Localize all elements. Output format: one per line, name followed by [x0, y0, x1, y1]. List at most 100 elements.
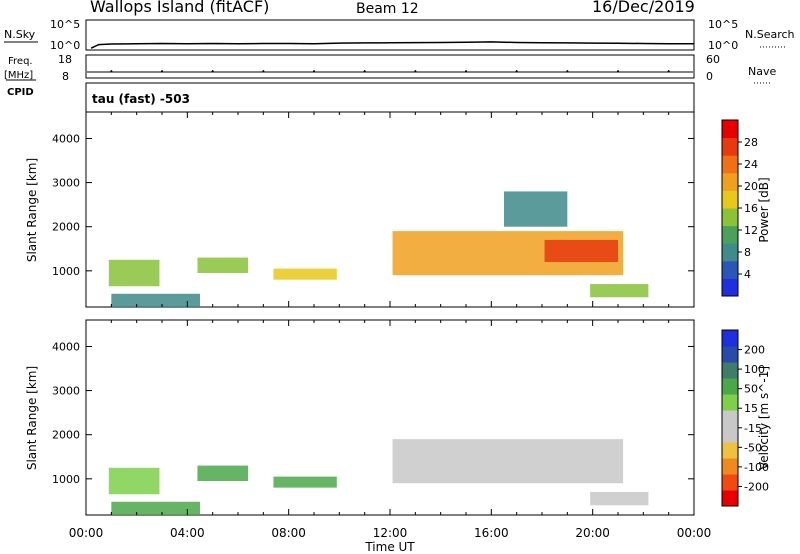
colorbar-tick-label: 16: [744, 202, 758, 215]
nave-point: [363, 70, 366, 73]
y-tick-label: 1000: [52, 265, 80, 278]
colorbar-swatch: [722, 137, 738, 156]
colorbar-swatch: [722, 490, 738, 507]
colorbar-tick-label: 4: [744, 268, 751, 281]
nave-point: [617, 70, 619, 73]
nave-label: Nave: [748, 65, 776, 78]
nsky-tick-bottom: 10^0: [50, 39, 80, 52]
colorbar-tick-label: -100: [744, 461, 769, 474]
colorbar-swatch: [722, 260, 738, 279]
nave-point: [262, 70, 265, 73]
y-tick-label: 3000: [52, 385, 80, 398]
y-tick-label: 2000: [52, 429, 80, 442]
colorbar-swatch: [722, 330, 738, 347]
y-tick-label: 2000: [52, 221, 80, 234]
nsearch-tick-bottom: 10^0: [708, 39, 738, 52]
colorbar-tick-label: 12: [744, 224, 758, 237]
colorbar-tick-label: 20: [744, 180, 758, 193]
date-title: 16/Dec/2019: [592, 0, 695, 16]
echo-region: [544, 239, 618, 262]
colorbar-swatch: [722, 278, 738, 297]
colorbar-tick-label: 50: [744, 383, 758, 396]
x-tick-label: 16:00: [474, 526, 509, 540]
colorbar-tick-label: 15: [744, 402, 758, 415]
colorbar-swatch: [722, 458, 738, 475]
echo-region: [108, 259, 160, 287]
x-tick-label: 08:00: [271, 526, 306, 540]
colorbar-swatch: [722, 346, 738, 363]
x-tick-label: 04:00: [170, 526, 205, 540]
y-tick-label: 1000: [52, 473, 80, 486]
power-data: [108, 191, 649, 307]
nave-point: [110, 70, 113, 73]
colorbar-tick-label: 100: [744, 363, 765, 376]
power-ylabel: Slant Range [km]: [25, 158, 39, 262]
nave-point: [515, 70, 518, 73]
echo-region: [111, 293, 200, 307]
x-axis-label: Time UT: [364, 540, 415, 554]
nave-series: [110, 70, 670, 73]
velocity-panel-frame: [85, 319, 695, 516]
x-tick-label: 12:00: [373, 526, 408, 540]
velocity-data: [108, 439, 649, 515]
nave-point: [566, 70, 569, 73]
power-colorbar: 4 8 12 16 20 24 28: [721, 119, 758, 297]
echo-region: [197, 465, 249, 482]
colorbar-swatch: [722, 172, 738, 191]
freq-tick-bottom: 8: [62, 70, 69, 83]
echo-region: [392, 439, 624, 484]
nave-point: [313, 70, 315, 73]
nsky-series: [90, 41, 694, 49]
station-title: Wallops Island (fitACF): [90, 0, 269, 16]
colorbar-tick-label: 8: [744, 246, 751, 259]
y-tick-label: 4000: [52, 132, 80, 145]
colorbar-swatch: [722, 225, 738, 244]
nave-point: [667, 70, 670, 73]
x-tick-label: 20:00: [575, 526, 610, 540]
nave-point: [465, 70, 467, 73]
colorbar-swatch: [722, 426, 738, 443]
colorbar-swatch: [722, 474, 738, 491]
cpid-label: CPID: [7, 87, 34, 98]
nsky-label: N.Sky: [4, 28, 36, 41]
colorbar-swatch: [722, 208, 738, 227]
power-axes: 1000 2000 3000 4000: [52, 112, 695, 307]
nave-point: [161, 70, 163, 73]
y-tick-label: 4000: [52, 340, 80, 353]
velocity-ylabel: Slant Range [km]: [25, 366, 39, 470]
x-tick-label: 00:00: [69, 526, 104, 540]
colorbar-swatch: [722, 378, 738, 395]
colorbar-swatch: [722, 243, 738, 262]
echo-region: [273, 268, 337, 280]
power-panel-frame: [85, 111, 695, 308]
echo-region: [273, 476, 337, 488]
colorbar-swatch: [722, 155, 738, 174]
nsearch-label: N.Search: [745, 28, 795, 41]
beam-title: Beam 12: [356, 1, 419, 17]
nsky-panel: [85, 19, 695, 51]
y-tick-label: 3000: [52, 177, 80, 190]
colorbar-tick-label: 200: [744, 344, 765, 357]
echo-region: [504, 191, 568, 227]
colorbar-swatch: [722, 120, 738, 139]
cpid-value: tau (fast) -503: [92, 92, 190, 106]
x-tick-label: 00:00: [677, 526, 712, 540]
velocity-axes: 1000 2000 3000 4000: [52, 320, 695, 515]
freq-panel: [85, 54, 695, 79]
colorbar-tick-label: -15: [744, 422, 762, 435]
nave-point: [211, 70, 214, 73]
colorbar-swatch: [722, 394, 738, 411]
freq-tick-top: 18: [58, 53, 72, 66]
freq-label: Freq.: [8, 56, 33, 67]
colorbar-swatch: [722, 410, 738, 427]
nave-tick-bottom: 0: [706, 70, 713, 83]
colorbar-tick-label: -200: [744, 480, 769, 493]
nsky-tick-top: 10^5: [50, 18, 80, 31]
echo-region: [590, 284, 649, 298]
velocity-colorbar: -200 -100 -50 -15 15 50 100 200: [721, 329, 769, 507]
colorbar-tick-label: 24: [744, 158, 758, 171]
nsearch-tick-top: 10^5: [708, 18, 738, 31]
colorbar-tick-label: 28: [744, 136, 758, 149]
nave-point: [414, 70, 417, 73]
